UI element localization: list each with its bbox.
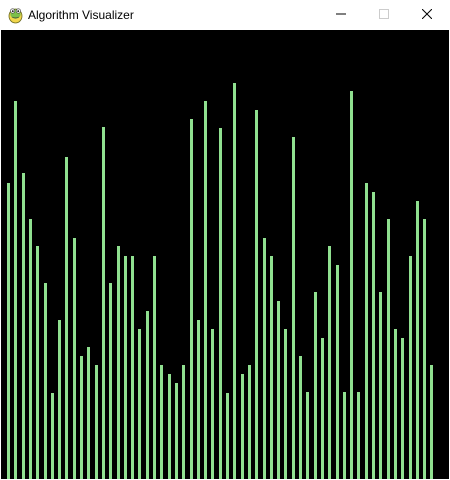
value-bar <box>131 256 134 479</box>
value-bar <box>350 91 353 479</box>
value-bar <box>233 83 236 479</box>
value-bar <box>102 127 105 479</box>
value-bar <box>299 356 302 479</box>
value-bar <box>95 365 98 479</box>
value-bar <box>14 101 17 479</box>
value-bar <box>44 283 47 479</box>
value-bar <box>182 365 185 479</box>
value-bar <box>36 246 39 479</box>
value-bar <box>248 365 251 479</box>
value-bar <box>306 392 309 479</box>
value-bar <box>87 347 90 479</box>
value-bar <box>51 393 54 479</box>
value-bar <box>379 292 382 479</box>
value-bar <box>226 393 229 479</box>
value-bar <box>73 238 76 479</box>
visualizer-canvas <box>1 30 449 479</box>
value-bar <box>270 256 273 479</box>
value-bar <box>321 338 324 479</box>
value-bar <box>197 320 200 479</box>
value-bar <box>29 219 32 479</box>
value-bar <box>138 329 141 479</box>
value-bar <box>357 392 360 479</box>
value-bar <box>109 283 112 479</box>
value-bar <box>423 219 426 479</box>
maximize-icon <box>379 6 389 24</box>
value-bar <box>277 301 280 479</box>
value-bar <box>416 201 419 479</box>
value-bar <box>58 320 61 479</box>
value-bar <box>65 157 68 479</box>
value-bar <box>401 338 404 479</box>
value-bar <box>255 110 258 479</box>
value-bar <box>263 238 266 479</box>
maximize-button[interactable] <box>361 0 407 30</box>
value-bar <box>153 256 156 479</box>
value-bar <box>372 192 375 479</box>
value-bar <box>284 329 287 479</box>
value-bar <box>387 219 390 479</box>
python-icon <box>7 6 24 24</box>
value-bar <box>7 183 10 479</box>
value-bar <box>168 374 171 479</box>
value-bar <box>146 311 149 479</box>
close-icon <box>421 6 433 24</box>
value-bar <box>22 173 25 479</box>
value-bar <box>160 365 163 479</box>
value-bar <box>336 265 339 479</box>
value-bar <box>365 183 368 479</box>
value-bar <box>394 329 397 479</box>
value-bar <box>343 392 346 479</box>
window-title: Algorithm Visualizer <box>28 8 134 22</box>
value-bar <box>117 246 120 479</box>
value-bar <box>190 119 193 479</box>
value-bar <box>409 256 412 479</box>
value-bar <box>211 329 214 479</box>
value-bar <box>241 374 244 479</box>
minimize-icon <box>336 6 346 24</box>
minimize-button[interactable] <box>318 0 364 30</box>
value-bar <box>219 128 222 479</box>
value-bar <box>80 356 83 479</box>
value-bar <box>328 246 331 479</box>
title-bar[interactable]: Algorithm Visualizer <box>0 0 450 30</box>
value-bar <box>430 365 433 479</box>
value-bar <box>314 292 317 479</box>
value-bar <box>124 256 127 479</box>
value-bar <box>292 137 295 479</box>
value-bar <box>175 383 178 479</box>
value-bar <box>204 101 207 479</box>
close-button[interactable] <box>404 0 450 30</box>
